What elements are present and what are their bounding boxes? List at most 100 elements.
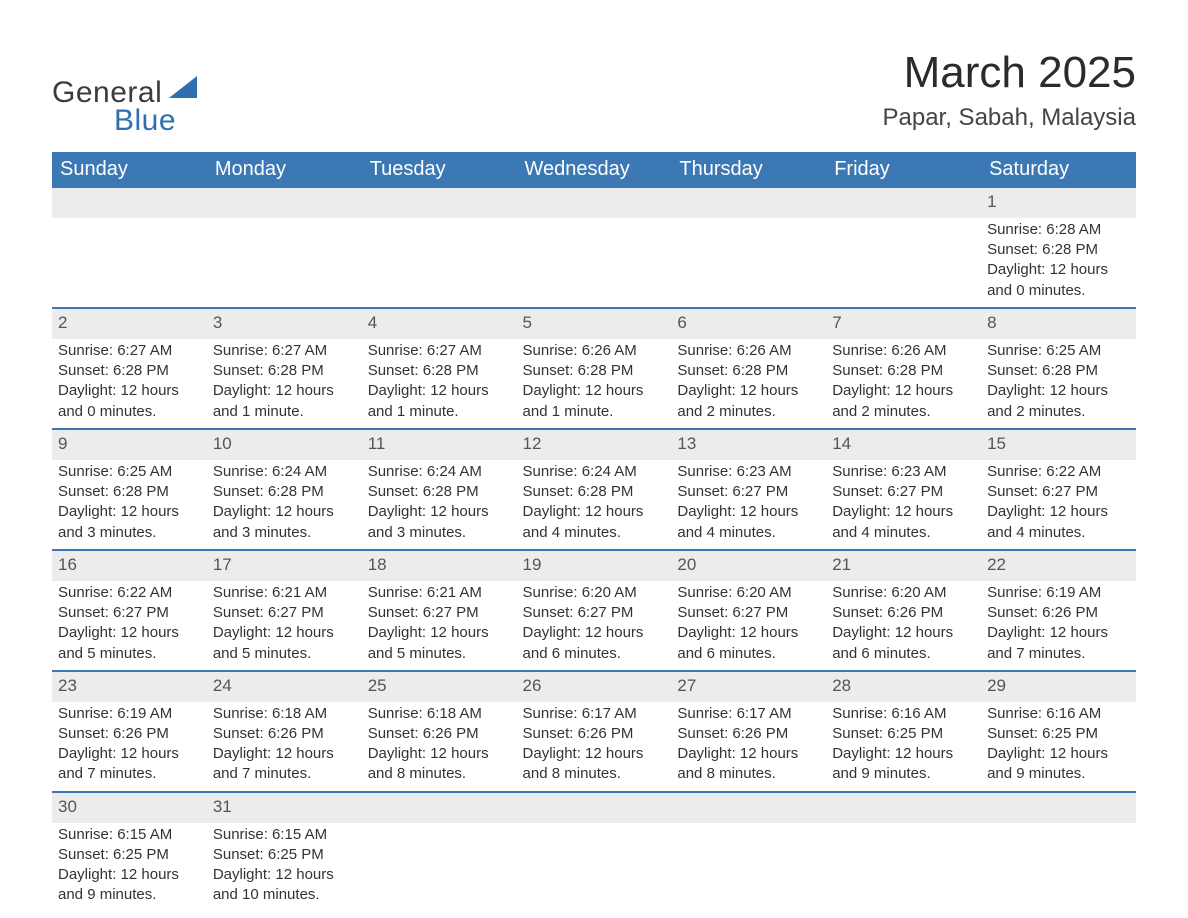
day-number: 4 [362, 308, 517, 339]
sunset-text: Sunset: 6:28 PM [987, 240, 1130, 260]
daylight1-text: Daylight: 12 hours [368, 623, 511, 643]
day-cell: Sunrise: 6:19 AMSunset: 6:26 PMDaylight:… [981, 581, 1136, 671]
daylight1-text: Daylight: 12 hours [677, 623, 820, 643]
day-number-row: 1 [52, 188, 1136, 218]
day-cell: Sunrise: 6:27 AMSunset: 6:28 PMDaylight:… [362, 339, 517, 429]
day-number [362, 792, 517, 823]
daylight1-text: Daylight: 12 hours [987, 381, 1130, 401]
sunset-text: Sunset: 6:28 PM [58, 482, 201, 502]
daylight1-text: Daylight: 12 hours [832, 623, 975, 643]
sunset-text: Sunset: 6:25 PM [213, 845, 356, 865]
day-number: 20 [671, 550, 826, 581]
daylight1-text: Daylight: 12 hours [987, 260, 1130, 280]
day-detail-row: Sunrise: 6:22 AMSunset: 6:27 PMDaylight:… [52, 581, 1136, 671]
day-number [517, 188, 672, 218]
daylight2-text: and 3 minutes. [58, 523, 201, 543]
sunset-text: Sunset: 6:27 PM [368, 603, 511, 623]
day-number-row: 16171819202122 [52, 550, 1136, 581]
day-cell [517, 218, 672, 308]
sunset-text: Sunset: 6:28 PM [677, 361, 820, 381]
sunset-text: Sunset: 6:28 PM [523, 361, 666, 381]
daylight1-text: Daylight: 12 hours [58, 381, 201, 401]
day-cell: Sunrise: 6:26 AMSunset: 6:28 PMDaylight:… [517, 339, 672, 429]
day-cell: Sunrise: 6:18 AMSunset: 6:26 PMDaylight:… [362, 702, 517, 792]
sunrise-text: Sunrise: 6:16 AM [987, 704, 1130, 724]
day-detail-row: Sunrise: 6:27 AMSunset: 6:28 PMDaylight:… [52, 339, 1136, 429]
weekday-thursday: Thursday [671, 152, 826, 188]
sunset-text: Sunset: 6:26 PM [677, 724, 820, 744]
day-cell: Sunrise: 6:17 AMSunset: 6:26 PMDaylight:… [671, 702, 826, 792]
day-number-row: 2345678 [52, 308, 1136, 339]
sunrise-text: Sunrise: 6:27 AM [213, 341, 356, 361]
daylight1-text: Daylight: 12 hours [987, 623, 1130, 643]
sunrise-text: Sunrise: 6:16 AM [832, 704, 975, 724]
day-cell [517, 823, 672, 912]
daylight2-text: and 3 minutes. [368, 523, 511, 543]
daylight2-text: and 9 minutes. [58, 885, 201, 905]
sunrise-text: Sunrise: 6:22 AM [987, 462, 1130, 482]
daylight1-text: Daylight: 12 hours [987, 744, 1130, 764]
calendar-page: General Blue March 2025 Papar, Sabah, Ma… [0, 0, 1188, 918]
sunrise-text: Sunrise: 6:17 AM [523, 704, 666, 724]
day-cell: Sunrise: 6:27 AMSunset: 6:28 PMDaylight:… [52, 339, 207, 429]
day-cell: Sunrise: 6:26 AMSunset: 6:28 PMDaylight:… [671, 339, 826, 429]
day-number: 29 [981, 671, 1136, 702]
daylight2-text: and 4 minutes. [523, 523, 666, 543]
day-number-row: 3031 [52, 792, 1136, 823]
sunrise-text: Sunrise: 6:18 AM [213, 704, 356, 724]
day-cell [826, 823, 981, 912]
day-number: 14 [826, 429, 981, 460]
sunrise-text: Sunrise: 6:21 AM [368, 583, 511, 603]
sunrise-text: Sunrise: 6:26 AM [832, 341, 975, 361]
day-number: 30 [52, 792, 207, 823]
daylight1-text: Daylight: 12 hours [523, 744, 666, 764]
day-cell: Sunrise: 6:21 AMSunset: 6:27 PMDaylight:… [207, 581, 362, 671]
sunset-text: Sunset: 6:27 PM [523, 603, 666, 623]
sunrise-text: Sunrise: 6:23 AM [832, 462, 975, 482]
day-cell: Sunrise: 6:24 AMSunset: 6:28 PMDaylight:… [517, 460, 672, 550]
day-number: 15 [981, 429, 1136, 460]
day-cell [671, 823, 826, 912]
day-cell: Sunrise: 6:19 AMSunset: 6:26 PMDaylight:… [52, 702, 207, 792]
title-block: March 2025 Papar, Sabah, Malaysia [883, 48, 1137, 132]
day-number: 7 [826, 308, 981, 339]
sunrise-text: Sunrise: 6:19 AM [987, 583, 1130, 603]
sunrise-text: Sunrise: 6:23 AM [677, 462, 820, 482]
daylight2-text: and 5 minutes. [58, 644, 201, 664]
daylight2-text: and 5 minutes. [368, 644, 511, 664]
day-number: 8 [981, 308, 1136, 339]
sunrise-text: Sunrise: 6:24 AM [213, 462, 356, 482]
day-number [826, 188, 981, 218]
sunset-text: Sunset: 6:27 PM [987, 482, 1130, 502]
daylight2-text: and 7 minutes. [58, 764, 201, 784]
day-cell: Sunrise: 6:17 AMSunset: 6:26 PMDaylight:… [517, 702, 672, 792]
day-detail-row: Sunrise: 6:15 AMSunset: 6:25 PMDaylight:… [52, 823, 1136, 912]
day-number: 11 [362, 429, 517, 460]
sunset-text: Sunset: 6:27 PM [677, 603, 820, 623]
day-cell [981, 823, 1136, 912]
sunset-text: Sunset: 6:28 PM [213, 361, 356, 381]
sunset-text: Sunset: 6:25 PM [58, 845, 201, 865]
day-number: 2 [52, 308, 207, 339]
day-number: 12 [517, 429, 672, 460]
sunset-text: Sunset: 6:27 PM [58, 603, 201, 623]
daylight2-text: and 2 minutes. [677, 402, 820, 422]
day-cell [826, 218, 981, 308]
day-number: 27 [671, 671, 826, 702]
day-cell [362, 218, 517, 308]
daylight2-text: and 6 minutes. [523, 644, 666, 664]
day-number [52, 188, 207, 218]
day-cell: Sunrise: 6:25 AMSunset: 6:28 PMDaylight:… [52, 460, 207, 550]
sunset-text: Sunset: 6:26 PM [213, 724, 356, 744]
day-cell: Sunrise: 6:18 AMSunset: 6:26 PMDaylight:… [207, 702, 362, 792]
day-number: 5 [517, 308, 672, 339]
day-cell: Sunrise: 6:23 AMSunset: 6:27 PMDaylight:… [826, 460, 981, 550]
daylight1-text: Daylight: 12 hours [523, 381, 666, 401]
header: General Blue March 2025 Papar, Sabah, Ma… [52, 48, 1136, 138]
day-number: 26 [517, 671, 672, 702]
weekday-header-row: Sunday Monday Tuesday Wednesday Thursday… [52, 152, 1136, 188]
daylight2-text: and 5 minutes. [213, 644, 356, 664]
day-number: 25 [362, 671, 517, 702]
daylight2-text: and 6 minutes. [832, 644, 975, 664]
sunset-text: Sunset: 6:26 PM [987, 603, 1130, 623]
